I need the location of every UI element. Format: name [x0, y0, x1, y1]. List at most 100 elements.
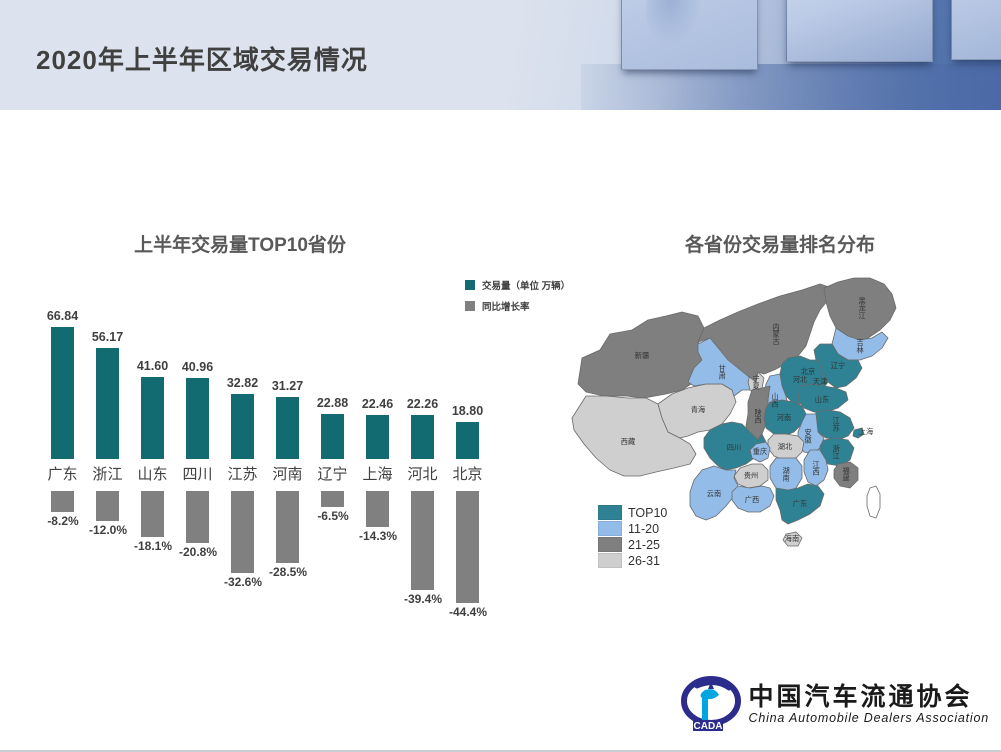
volume-bar[interactable] [456, 422, 479, 459]
province-label-重庆: 重庆 [753, 447, 767, 456]
bar-group: 22.26 河北 -39.4% [400, 315, 445, 615]
province-label-内蒙古: 内蒙古 [772, 323, 781, 346]
growth-bar[interactable] [96, 491, 119, 521]
negative-bar-zone: -18.1% [130, 491, 175, 615]
volume-bar[interactable] [321, 414, 344, 459]
bar-group: 56.17 浙江 -12.0% [85, 315, 130, 615]
province-label-河南: 河南 [777, 413, 791, 422]
negative-bar-zone: -6.5% [310, 491, 355, 615]
growth-bar[interactable] [456, 491, 479, 603]
growth-bar[interactable] [186, 491, 209, 543]
slide-header: 2020年上半年区域交易情况 [0, 0, 1001, 110]
volume-bar[interactable] [141, 377, 164, 459]
cada-name-en: China Automobile Dealers Association [748, 711, 989, 726]
growth-bar[interactable] [51, 491, 74, 512]
legend-item-growth: 同比增长率 [465, 299, 570, 313]
province-label-上海: 上海 [859, 427, 873, 436]
province-山东[interactable] [797, 383, 849, 413]
legend-item-volume: 交易量（单位 万辆） [465, 278, 570, 292]
category-label: 辽宁 [317, 466, 348, 483]
volume-bar[interactable] [186, 378, 209, 459]
volume-bar[interactable] [276, 397, 299, 459]
province-西藏[interactable] [571, 395, 697, 477]
province-label-湖北: 湖北 [778, 442, 792, 451]
cube-icon-center [786, 0, 933, 62]
province-上海[interactable] [852, 427, 865, 439]
province-label-江西: 江西 [812, 461, 821, 477]
cada-logo-mark: CADA [680, 676, 743, 734]
volume-bar[interactable] [411, 415, 434, 459]
volume-value-label: 22.46 [361, 397, 394, 411]
volume-value-label: 31.27 [271, 379, 304, 393]
negative-bar-zone: -8.2% [40, 491, 85, 615]
volume-bar[interactable] [366, 415, 389, 459]
province-福建[interactable] [833, 461, 859, 489]
volume-bar[interactable] [231, 394, 254, 459]
growth-value-label: -8.2% [47, 514, 79, 528]
province-江西[interactable] [803, 449, 829, 487]
bar-chart-panel: 上半年交易量TOP10省份 交易量（单位 万辆） 同比增长率 66.84 广东 -8… [20, 230, 570, 619]
growth-value-label: -14.3% [358, 529, 398, 543]
bar-group: 31.27 河南 -28.5% [265, 315, 310, 615]
province-label-海南: 海南 [785, 534, 799, 543]
negative-bar-zone: -14.3% [355, 491, 400, 615]
positive-bar-zone: 40.96 [175, 315, 220, 459]
cada-logo-text: 中国汽车流通协会 China Automobile Dealers Associ… [749, 684, 989, 726]
category-label: 广东 [47, 466, 78, 483]
header-floor-gradient [581, 64, 1001, 110]
volume-bar[interactable] [96, 348, 119, 459]
category-label: 山东 [137, 466, 168, 483]
province-云南[interactable] [689, 465, 739, 521]
province-重庆[interactable] [749, 441, 771, 463]
legend-label-volume: 交易量（单位 万辆） [482, 281, 571, 292]
header-decoration-cubes [581, 0, 1001, 110]
province-广东[interactable] [775, 483, 825, 525]
map-legend-label: TOP10 [628, 505, 668, 520]
growth-bar[interactable] [321, 491, 344, 507]
volume-value-label: 66.84 [46, 309, 79, 323]
province-label-山西: 山西 [771, 392, 780, 408]
province-label-辽宁: 辽宁 [831, 361, 845, 370]
province-label-江苏: 江苏 [832, 417, 841, 433]
province-label-甘肃: 甘肃 [718, 364, 727, 380]
positive-bar-zone: 22.26 [400, 315, 445, 459]
province-内蒙古[interactable] [697, 283, 833, 383]
cada-logo: CADA 中国汽车流通协会 China Automobile Dealers A… [680, 676, 989, 734]
legend-swatch-growth [465, 301, 475, 311]
province-青海[interactable] [657, 383, 737, 439]
positive-bar-zone: 56.17 [85, 315, 130, 459]
province-label-吉林: 吉林 [856, 339, 865, 355]
volume-value-label: 56.17 [91, 330, 124, 344]
province-贵州[interactable] [733, 463, 769, 489]
volume-bar[interactable] [51, 327, 74, 459]
map-legend-item: 21-25 [598, 537, 667, 552]
growth-bar[interactable] [276, 491, 299, 563]
bar-chart-title: 上半年交易量TOP10省份 [134, 235, 346, 256]
cube-icon-right [951, 0, 1001, 60]
growth-bar[interactable] [411, 491, 434, 590]
province-海南[interactable] [782, 531, 803, 547]
province-广西[interactable] [731, 485, 775, 513]
growth-value-label: -6.5% [317, 509, 349, 523]
legend-label-growth: 同比增长率 [482, 302, 530, 313]
growth-bar[interactable] [366, 491, 389, 527]
cube-icon-left [621, 0, 758, 70]
growth-bar[interactable] [231, 491, 254, 573]
bar-group: 40.96 四川 -20.8% [175, 315, 220, 615]
growth-bar[interactable] [141, 491, 164, 537]
positive-bar-zone: 22.88 [310, 315, 355, 459]
negative-bar-zone: -12.0% [85, 491, 130, 615]
map-legend-label: 21-25 [628, 537, 660, 552]
province-label-天津: 天津 [813, 377, 827, 386]
province-黑龙江[interactable] [823, 277, 897, 343]
province-台湾[interactable] [866, 485, 881, 519]
growth-value-label: -32.6% [223, 575, 263, 589]
province-label-福建: 福建 [842, 466, 851, 482]
positive-bar-zone: 41.60 [130, 315, 175, 459]
cada-emblem-icon: CADA [680, 676, 741, 732]
category-label: 河南 [272, 466, 303, 483]
province-河南[interactable] [763, 399, 807, 437]
bar-chart-legend: 交易量（单位 万辆） 同比增长率 [465, 278, 570, 320]
